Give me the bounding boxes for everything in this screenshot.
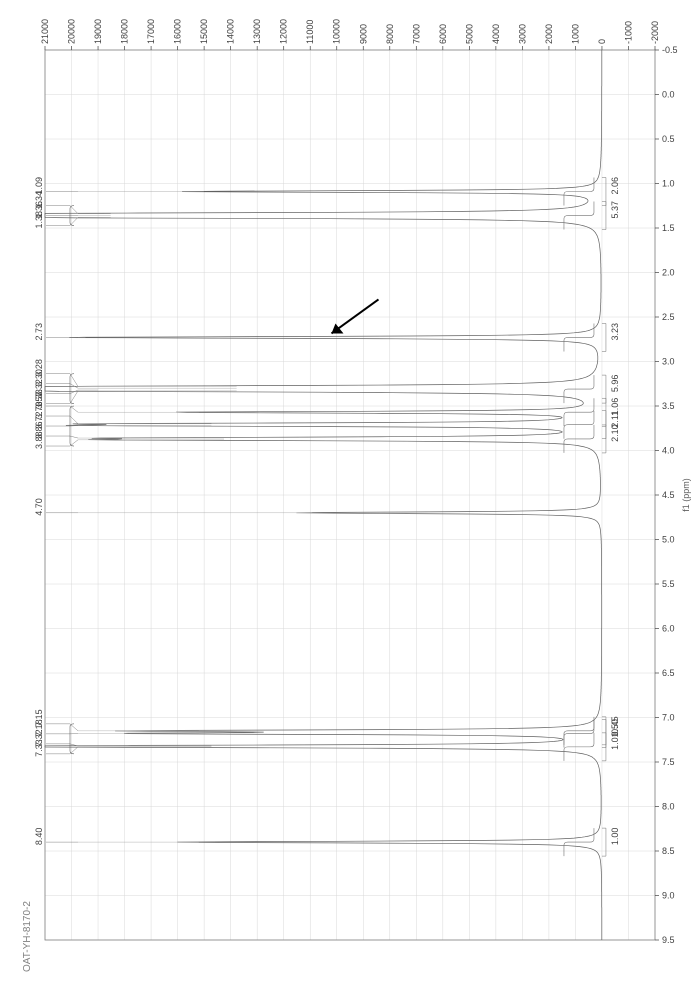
svg-text:4.5: 4.5 (662, 490, 675, 500)
svg-text:4.0: 4.0 (662, 446, 675, 456)
svg-text:5.0: 5.0 (662, 535, 675, 545)
svg-text:8.5: 8.5 (662, 846, 675, 856)
svg-text:8.40: 8.40 (34, 828, 44, 846)
svg-text:3.88: 3.88 (34, 431, 44, 449)
svg-text:6000: 6000 (438, 24, 448, 44)
svg-text:1.0: 1.0 (662, 179, 675, 189)
svg-text:2.5: 2.5 (662, 312, 675, 322)
svg-text:0.0: 0.0 (662, 90, 675, 100)
svg-text:12000: 12000 (279, 19, 289, 44)
svg-text:19000: 19000 (93, 19, 103, 44)
svg-text:-1000: -1000 (623, 21, 633, 44)
svg-text:6.5: 6.5 (662, 668, 675, 678)
svg-text:5.37: 5.37 (610, 201, 620, 219)
svg-text:2000: 2000 (544, 24, 554, 44)
svg-text:0: 0 (597, 39, 607, 44)
svg-text:3000: 3000 (517, 24, 527, 44)
svg-text:8000: 8000 (385, 24, 395, 44)
svg-text:16000: 16000 (173, 19, 183, 44)
svg-text:0.45: 0.45 (610, 716, 620, 734)
svg-text:7.0: 7.0 (662, 713, 675, 723)
svg-text:6.0: 6.0 (662, 624, 675, 634)
svg-text:1000: 1000 (570, 24, 580, 44)
svg-text:11000: 11000 (305, 20, 315, 44)
svg-text:17000: 17000 (146, 19, 156, 44)
svg-text:3.5: 3.5 (662, 401, 675, 411)
svg-text:1.00: 1.00 (610, 828, 620, 846)
grid-group (45, 50, 655, 940)
svg-text:14000: 14000 (226, 19, 236, 44)
svg-text:2.0: 2.0 (662, 268, 675, 278)
intensity-axis-ticks: -2000 -1000 0 1000 2000 3000 4000 5000 6000 7000 8… (40, 19, 660, 50)
svg-text:1.5: 1.5 (662, 223, 675, 233)
svg-text:2.06: 2.06 (610, 177, 620, 195)
svg-text:2.73: 2.73 (34, 323, 44, 341)
svg-text:13000: 13000 (252, 19, 262, 44)
svg-text:3.23: 3.23 (610, 323, 620, 341)
svg-text:4.70: 4.70 (34, 498, 44, 516)
svg-text:20000: 20000 (67, 19, 77, 44)
svg-text:10000: 10000 (332, 19, 342, 44)
svg-text:0.5: 0.5 (662, 134, 675, 144)
svg-text:5.96: 5.96 (610, 375, 620, 393)
svg-text:8.0: 8.0 (662, 802, 675, 812)
nmr-spectrum-container: -2000 -1000 0 1000 2000 3000 4000 5000 6000 7000 8… (0, 0, 694, 1000)
svg-text:5000: 5000 (464, 24, 474, 44)
svg-text:1.38: 1.38 (34, 211, 44, 229)
svg-text:7.33: 7.33 (34, 739, 44, 757)
annotation-arrow (331, 299, 378, 333)
svg-text:-0.5: -0.5 (662, 45, 678, 55)
svg-text:7.5: 7.5 (662, 757, 675, 767)
svg-text:21000: 21000 (40, 19, 50, 44)
svg-text:18000: 18000 (120, 19, 130, 44)
svg-text:5.5: 5.5 (662, 579, 675, 589)
nmr-spectrum-svg: -2000 -1000 0 1000 2000 3000 4000 5000 6000 7000 8… (0, 0, 694, 1000)
svg-text:9.5: 9.5 (662, 935, 675, 945)
svg-text:4000: 4000 (491, 24, 501, 44)
integrals-group: 1.001.010.500.452.102.111.065.963.235.37… (564, 177, 620, 856)
svg-text:9000: 9000 (358, 24, 368, 44)
svg-text:1.06: 1.06 (610, 398, 620, 416)
svg-text:15000: 15000 (199, 19, 209, 44)
svg-text:7000: 7000 (411, 24, 421, 44)
spectrum-title: OAT-YH-8170-2 (22, 901, 33, 972)
svg-text:9.0: 9.0 (662, 891, 675, 901)
ppm-axis-ticks: -0.5 0.0 0.5 1.0 1.5 2.0 2.5 3.0 3.5 4.0 4.5 5.0 5.5… (655, 45, 678, 945)
svg-text:-2000: -2000 (650, 21, 660, 44)
ppm-axis-label: f1 (ppm) (681, 478, 691, 512)
svg-text:3.0: 3.0 (662, 357, 675, 367)
